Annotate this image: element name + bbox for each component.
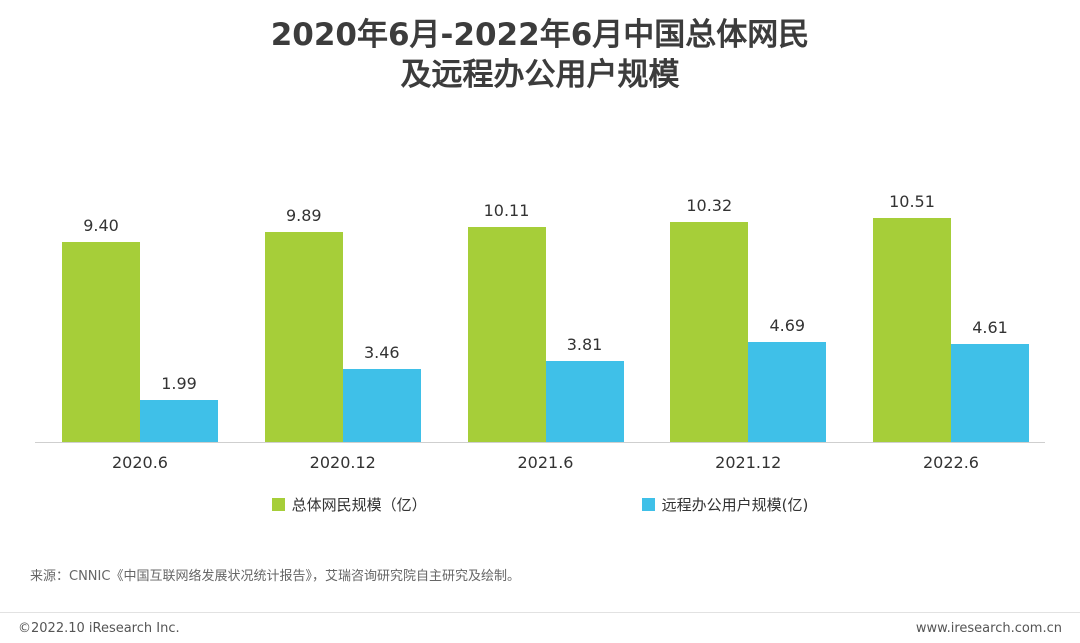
bar-column: 10.32 bbox=[670, 196, 749, 443]
category-label: 2022.6 bbox=[923, 453, 979, 473]
bar-value-label: 4.69 bbox=[769, 316, 806, 336]
bar-value-label: 9.89 bbox=[285, 205, 322, 225]
bar-group: 10.51 4.61 bbox=[873, 192, 1029, 443]
bar-chart: 9.40 1.99 9.89 3.46 10.11 3.81 10.32 4.69 10.51 4… bbox=[0, 187, 1080, 472]
bar-value-label: 10.11 bbox=[483, 200, 530, 220]
bar bbox=[545, 361, 624, 443]
plot-area: 9.40 1.99 9.89 3.46 10.11 3.81 10.32 4.69 10.51 4… bbox=[0, 187, 1080, 443]
category-label: 2020.12 bbox=[309, 453, 376, 473]
bar bbox=[951, 344, 1029, 443]
bar bbox=[62, 242, 140, 443]
bar bbox=[873, 218, 951, 443]
bar-group: 10.32 4.69 bbox=[670, 196, 827, 443]
legend-item-remote: 远程办公用户规模(亿) bbox=[641, 494, 809, 515]
bar-group: 9.40 1.99 bbox=[62, 216, 218, 443]
bar bbox=[748, 342, 827, 443]
legend-item-netizens: 总体网民规模（亿） bbox=[271, 494, 427, 515]
category-label: 2020.6 bbox=[112, 453, 168, 473]
category-label: 2021.6 bbox=[517, 453, 574, 473]
footer-copyright: ©2022.10 iResearch Inc. bbox=[18, 620, 180, 636]
bar-group: 9.89 3.46 bbox=[264, 205, 421, 443]
bar-column: 10.11 bbox=[467, 200, 546, 443]
legend-swatch-netizens bbox=[271, 498, 285, 512]
footer: ©2022.10 iResearch Inc. www.iresearch.co… bbox=[0, 612, 1080, 643]
bar-group: 10.11 3.81 bbox=[467, 200, 624, 443]
bar-column: 1.99 bbox=[140, 373, 218, 443]
bar bbox=[342, 368, 421, 443]
category-label: 2021.12 bbox=[715, 453, 782, 473]
bar-value-label: 10.51 bbox=[889, 192, 935, 212]
chart-title-line2: 及远程办公用户规模 bbox=[400, 56, 680, 93]
bar-column: 3.46 bbox=[342, 342, 421, 443]
bar-value-label: 3.46 bbox=[363, 342, 400, 362]
category-axis: 2020.6 2020.12 2021.6 2021.12 2022.6 bbox=[0, 453, 1080, 472]
bar-column: 4.61 bbox=[951, 318, 1029, 443]
bar bbox=[467, 226, 546, 443]
bar bbox=[670, 222, 749, 443]
chart-title-line1: 2020年6月-2022年6月中国总体网民 bbox=[270, 17, 810, 53]
source-note: 来源：CNNIC《中国互联网络发展状况统计报告》，艾瑞咨询研究院自主研究及绘制。 bbox=[30, 569, 520, 585]
x-axis-line bbox=[35, 442, 1045, 444]
chart-title: 2020年6月-2022年6月中国总体网民 及远程办公用户规模 bbox=[0, 16, 1080, 95]
bar-value-label: 10.32 bbox=[686, 196, 733, 216]
legend-label-netizens: 总体网民规模（亿） bbox=[291, 496, 427, 515]
footer-url: www.iresearch.com.cn bbox=[915, 620, 1062, 636]
bar bbox=[264, 231, 343, 443]
bar-column: 9.40 bbox=[62, 216, 140, 443]
bar-value-label: 4.61 bbox=[972, 318, 1008, 338]
bar bbox=[140, 399, 218, 443]
legend: 总体网民规模（亿） 远程办公用户规模(亿) bbox=[0, 494, 1080, 515]
bar-column: 3.81 bbox=[545, 335, 624, 443]
legend-label-remote: 远程办公用户规模(亿) bbox=[661, 496, 809, 515]
bar-value-label: 3.81 bbox=[566, 335, 603, 355]
bar-column: 9.89 bbox=[264, 205, 343, 443]
bar-value-label: 9.40 bbox=[83, 216, 119, 236]
legend-swatch-remote bbox=[641, 498, 655, 512]
bar-column: 10.51 bbox=[873, 192, 951, 443]
bar-value-label: 1.99 bbox=[161, 373, 197, 393]
bar-column: 4.69 bbox=[748, 316, 827, 443]
